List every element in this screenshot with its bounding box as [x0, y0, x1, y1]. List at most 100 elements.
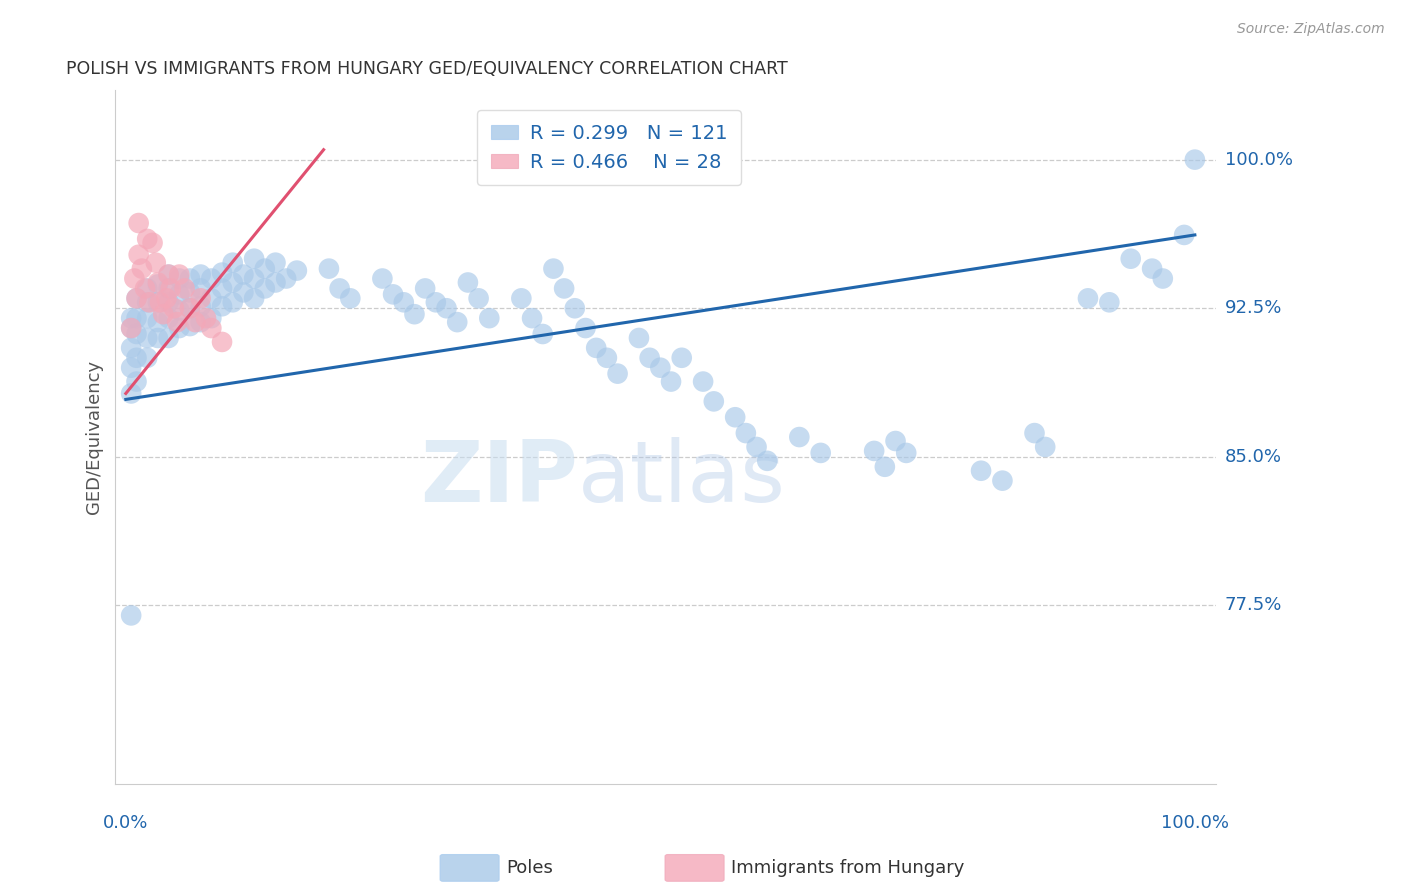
Point — [157, 268, 180, 282]
Point — [734, 426, 756, 441]
Point — [543, 261, 565, 276]
Point — [136, 281, 159, 295]
Point — [200, 321, 222, 335]
Point — [253, 281, 276, 295]
Point — [136, 295, 159, 310]
Point — [264, 276, 287, 290]
Point — [446, 315, 468, 329]
Point — [179, 301, 201, 316]
Point — [184, 315, 207, 329]
Point — [553, 281, 575, 295]
Point — [125, 291, 148, 305]
Point — [276, 271, 298, 285]
Point — [179, 319, 201, 334]
Point — [564, 301, 586, 316]
Point — [169, 268, 191, 282]
Point — [884, 434, 907, 448]
Point — [232, 268, 254, 282]
Text: 85.0%: 85.0% — [1225, 448, 1282, 466]
Text: 100.0%: 100.0% — [1161, 814, 1229, 832]
Text: Poles: Poles — [506, 859, 553, 877]
Point — [157, 268, 180, 282]
Point — [1184, 153, 1206, 167]
Point — [179, 271, 201, 285]
Text: 77.5%: 77.5% — [1225, 597, 1282, 615]
Point — [146, 315, 169, 329]
Point — [382, 287, 405, 301]
Point — [200, 271, 222, 285]
Point — [211, 281, 233, 295]
Point — [789, 430, 811, 444]
Point — [863, 444, 886, 458]
Point — [120, 321, 142, 335]
Text: ZIP: ZIP — [420, 437, 578, 520]
Point — [339, 291, 361, 305]
Point — [179, 285, 201, 300]
Point — [478, 311, 501, 326]
Point — [149, 295, 172, 310]
Point — [134, 281, 156, 295]
Point — [145, 255, 167, 269]
Point — [120, 341, 142, 355]
Point — [659, 375, 682, 389]
Point — [606, 367, 628, 381]
Point — [671, 351, 693, 365]
Point — [200, 291, 222, 305]
Point — [243, 271, 266, 285]
Point — [125, 351, 148, 365]
Point — [991, 474, 1014, 488]
Text: 100.0%: 100.0% — [1225, 151, 1292, 169]
Point — [190, 291, 212, 305]
Text: 0.0%: 0.0% — [103, 814, 149, 832]
Point — [970, 464, 993, 478]
Point — [136, 311, 159, 326]
Point — [157, 295, 180, 310]
Point — [692, 375, 714, 389]
Point — [232, 285, 254, 300]
Point — [146, 331, 169, 345]
Point — [404, 307, 426, 321]
Point — [1173, 227, 1195, 242]
Point — [574, 321, 596, 335]
Point — [152, 307, 174, 321]
Point — [166, 315, 188, 329]
Point — [146, 277, 169, 292]
Point — [190, 315, 212, 329]
Point — [120, 360, 142, 375]
Point — [211, 299, 233, 313]
Point — [520, 311, 543, 326]
Point — [131, 261, 153, 276]
Point — [211, 334, 233, 349]
Point — [146, 295, 169, 310]
Point — [120, 311, 142, 326]
Point — [163, 301, 186, 316]
Point — [510, 291, 533, 305]
Point — [810, 446, 832, 460]
Point — [531, 326, 554, 341]
Point — [136, 351, 159, 365]
Point — [253, 261, 276, 276]
Y-axis label: GED/Equivalency: GED/Equivalency — [86, 360, 103, 514]
Point — [243, 252, 266, 266]
Point — [703, 394, 725, 409]
Point — [457, 276, 479, 290]
Point — [120, 608, 142, 623]
Point — [222, 255, 245, 269]
Point — [318, 261, 340, 276]
Point — [169, 303, 191, 318]
Point — [1098, 295, 1121, 310]
Point — [173, 281, 195, 295]
Point — [190, 268, 212, 282]
Point — [436, 301, 458, 316]
Point — [329, 281, 352, 295]
Point — [392, 295, 415, 310]
Point — [169, 271, 191, 285]
Text: atlas: atlas — [578, 437, 786, 520]
Text: POLISH VS IMMIGRANTS FROM HUNGARY GED/EQUIVALENCY CORRELATION CHART: POLISH VS IMMIGRANTS FROM HUNGARY GED/EQ… — [66, 60, 787, 78]
Legend: R = 0.299   N = 121, R = 0.466    N = 28: R = 0.299 N = 121, R = 0.466 N = 28 — [477, 111, 741, 186]
Point — [200, 311, 222, 326]
Point — [141, 235, 163, 250]
Point — [124, 271, 146, 285]
Point — [125, 375, 148, 389]
Point — [190, 299, 212, 313]
